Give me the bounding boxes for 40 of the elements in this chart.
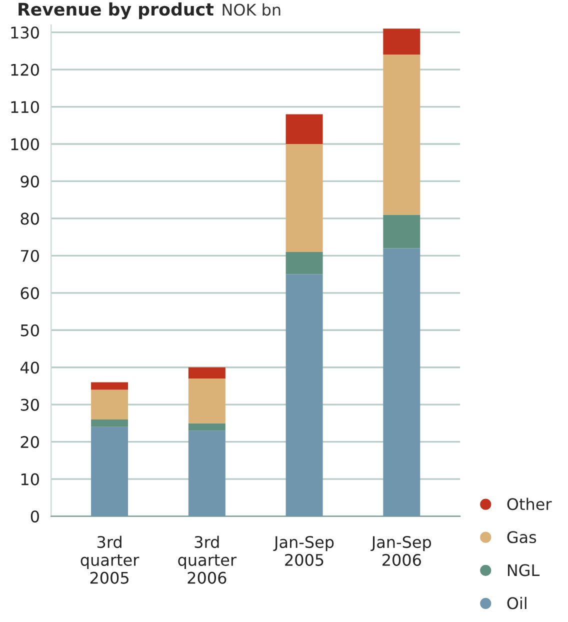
bar xyxy=(91,390,128,420)
bar xyxy=(188,423,226,431)
bar xyxy=(383,28,420,55)
legend-label: Oil xyxy=(507,596,526,610)
x-tick-label: 3rd quarter 2005 xyxy=(80,536,140,584)
y-tick-label: 120 xyxy=(11,64,39,76)
y-tick-label: 130 xyxy=(11,26,39,39)
bar xyxy=(188,367,226,379)
bar xyxy=(286,252,323,274)
y-tick-label: 110 xyxy=(11,100,39,114)
legend-label: NGL xyxy=(508,564,540,576)
bar xyxy=(91,382,128,390)
y-tick-label: 100 xyxy=(11,138,39,150)
chart-subtitle: NOK bn xyxy=(222,3,280,16)
y-tick-label: 60 xyxy=(20,287,39,300)
y-tick-label: 90 xyxy=(20,175,39,188)
x-tick-label: Jan-Sep 2006 xyxy=(370,536,432,566)
bar xyxy=(383,248,420,516)
y-tick-label: 20 xyxy=(20,436,39,448)
bar xyxy=(188,430,226,516)
y-tick-label: 50 xyxy=(20,324,39,336)
bar xyxy=(383,214,420,248)
legend-label: Gas xyxy=(507,531,536,544)
y-tick-label: 40 xyxy=(20,362,39,374)
y-tick-label: 30 xyxy=(20,398,39,411)
bar xyxy=(91,426,128,516)
chart-title: Revenue by product xyxy=(18,2,214,20)
bar xyxy=(188,378,226,424)
y-tick-label: 10 xyxy=(21,473,39,486)
bar xyxy=(383,54,420,215)
bar xyxy=(286,144,323,252)
x-tick-label: Jan-Sep 2005 xyxy=(273,536,334,566)
y-tick-label: 0 xyxy=(30,510,39,523)
bar xyxy=(91,419,128,427)
bar xyxy=(286,274,323,516)
y-tick-label: 70 xyxy=(20,250,39,262)
legend-label: Other xyxy=(507,498,552,510)
x-tick-label: 3rd quarter 2006 xyxy=(178,536,237,584)
bar xyxy=(286,114,323,144)
y-tick-label: 80 xyxy=(20,212,39,225)
